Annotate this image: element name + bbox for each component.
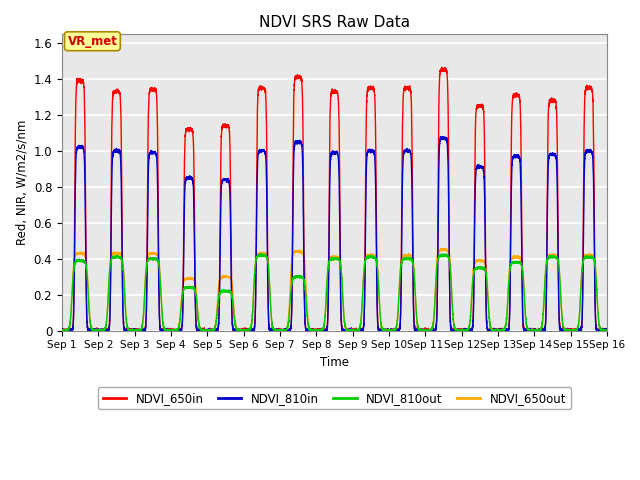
- Y-axis label: Red, NIR, W/m2/s/nm: Red, NIR, W/m2/s/nm: [15, 120, 28, 245]
- Text: VR_met: VR_met: [67, 35, 117, 48]
- Legend: NDVI_650in, NDVI_810in, NDVI_810out, NDVI_650out: NDVI_650in, NDVI_810in, NDVI_810out, NDV…: [98, 387, 571, 409]
- Title: NDVI SRS Raw Data: NDVI SRS Raw Data: [259, 15, 410, 30]
- X-axis label: Time: Time: [320, 356, 349, 369]
